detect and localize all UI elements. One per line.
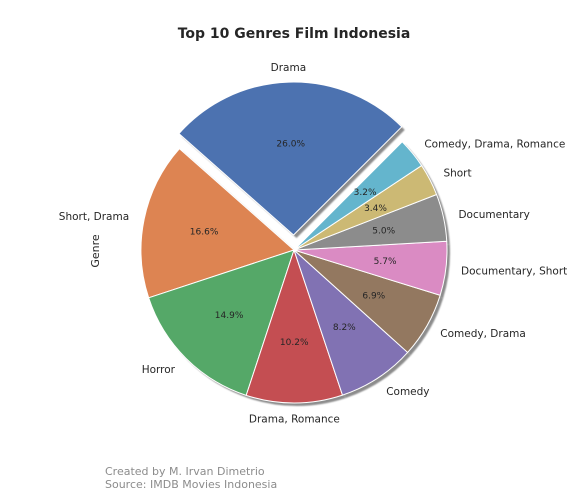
slice-label-comedy-drama: Comedy, Drama xyxy=(440,328,526,340)
pct-label-documentary-short: 5.7% xyxy=(374,257,397,267)
slice-label-comedy: Comedy xyxy=(386,386,429,398)
percent-labels: 26.0% 16.6% 14.9% 10.2% 8.2% 6.9% 5.7% 5.0% 3.4%… xyxy=(190,139,397,348)
slice-label-drama-romance: Drama, Romance xyxy=(249,413,340,425)
pct-label-comedy-drama: 6.9% xyxy=(362,291,385,301)
slice-labels: Drama Short, Drama Horror Drama, Romance Com… xyxy=(59,62,567,426)
slice-label-drama: Drama xyxy=(271,62,307,74)
slice-label-comedy-drama-romance: Comedy, Drama, Romance xyxy=(424,139,565,151)
slice-drama xyxy=(178,81,403,236)
pct-label-comedy: 8.2% xyxy=(333,323,356,333)
y-axis-label: Genre xyxy=(89,234,102,268)
slice-comedy-drama-romance xyxy=(293,141,423,251)
slice-label-horror: Horror xyxy=(142,364,176,376)
slice-label-documentary: Documentary xyxy=(458,209,529,221)
pct-label-short: 3.4% xyxy=(364,204,387,214)
pct-label-short-drama: 16.6% xyxy=(190,227,219,237)
footer-credit: Created by M. Irvan Dimetrio xyxy=(105,465,265,478)
pct-label-drama-romance: 10.2% xyxy=(280,338,309,348)
pct-label-documentary: 5.0% xyxy=(372,226,395,236)
chart-title: Top 10 Genres Film Indonesia xyxy=(178,26,411,42)
pct-label-drama: 26.0% xyxy=(276,139,305,149)
slice-label-short-drama: Short, Drama xyxy=(59,211,129,223)
pct-label-comedy-drama-romance: 3.2% xyxy=(354,188,377,198)
pie-slices xyxy=(140,81,448,404)
slice-label-documentary-short: Documentary, Short xyxy=(461,265,567,277)
slice-label-short: Short xyxy=(443,168,471,180)
footer-source: Source: IMDB Movies Indonesia xyxy=(105,478,278,491)
pct-label-horror: 14.9% xyxy=(215,311,244,321)
slice-drama-romance xyxy=(245,249,343,404)
slice-short-drama xyxy=(140,148,295,299)
